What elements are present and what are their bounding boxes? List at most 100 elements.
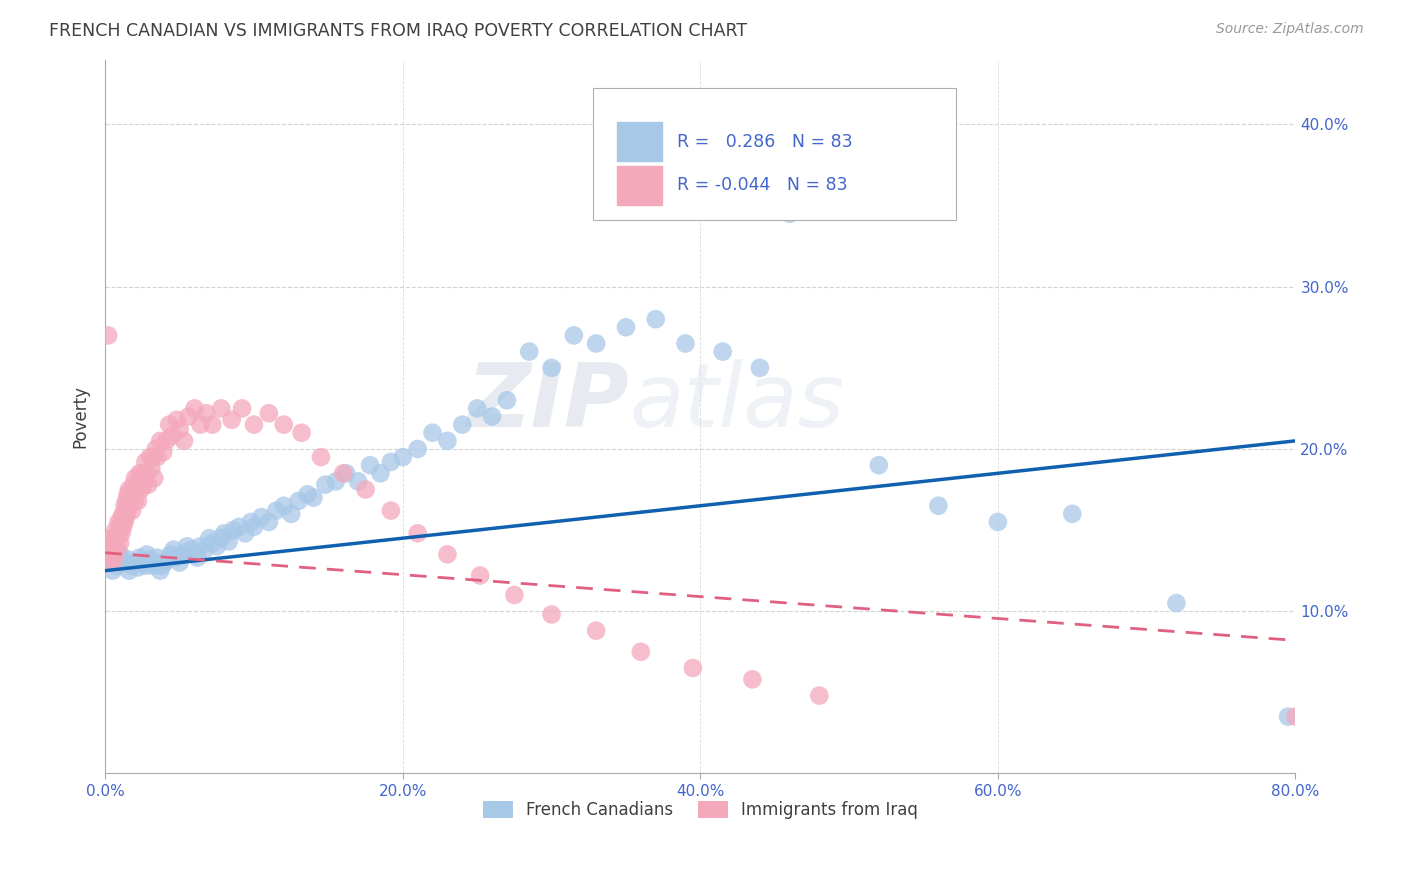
- Y-axis label: Poverty: Poverty: [72, 385, 89, 448]
- Point: [465, 401, 488, 416]
- Point: [779, 207, 801, 221]
- Point: [145, 556, 167, 570]
- Point: [127, 477, 149, 491]
- Point: [108, 520, 131, 534]
- Point: [585, 336, 607, 351]
- Point: [748, 360, 770, 375]
- Point: [117, 503, 139, 517]
- Point: [354, 483, 377, 497]
- Point: [335, 467, 357, 481]
- Point: [156, 552, 179, 566]
- Point: [503, 588, 526, 602]
- Point: [100, 531, 122, 545]
- Point: [143, 471, 166, 485]
- Point: [380, 503, 402, 517]
- Point: [145, 442, 167, 456]
- Point: [139, 450, 162, 464]
- Point: [868, 458, 890, 473]
- Bar: [617, 122, 662, 161]
- Point: [243, 417, 266, 432]
- Point: [1277, 709, 1299, 723]
- Point: [273, 417, 295, 432]
- Point: [314, 477, 336, 491]
- Point: [105, 531, 128, 545]
- Point: [173, 434, 195, 448]
- Point: [240, 515, 263, 529]
- Point: [114, 515, 136, 529]
- Point: [166, 413, 188, 427]
- Point: [190, 417, 212, 432]
- Point: [1284, 709, 1306, 723]
- Point: [150, 558, 173, 573]
- Point: [128, 550, 150, 565]
- Point: [186, 550, 208, 565]
- Point: [325, 475, 347, 489]
- Point: [108, 548, 131, 562]
- Point: [273, 499, 295, 513]
- Point: [183, 401, 205, 416]
- Text: ZIP: ZIP: [467, 359, 628, 446]
- Point: [132, 477, 155, 491]
- Point: [228, 520, 250, 534]
- Point: [231, 401, 253, 416]
- Point: [134, 455, 156, 469]
- Point: [332, 467, 354, 481]
- Point: [131, 556, 153, 570]
- Point: [105, 558, 128, 573]
- Point: [370, 467, 392, 481]
- Point: [122, 477, 145, 491]
- Point: [101, 542, 124, 557]
- Point: [110, 526, 132, 541]
- Point: [149, 564, 172, 578]
- Point: [195, 406, 218, 420]
- Point: [141, 461, 163, 475]
- Point: [614, 320, 637, 334]
- Bar: [617, 166, 662, 205]
- Point: [391, 450, 413, 464]
- Point: [517, 344, 540, 359]
- Point: [218, 534, 240, 549]
- Point: [808, 689, 831, 703]
- Point: [121, 558, 143, 573]
- Point: [117, 487, 139, 501]
- Point: [152, 445, 174, 459]
- Point: [562, 328, 585, 343]
- Point: [107, 515, 129, 529]
- Point: [644, 312, 666, 326]
- Text: R =   0.286   N = 83: R = 0.286 N = 83: [676, 133, 852, 151]
- Point: [146, 550, 169, 565]
- Point: [160, 429, 183, 443]
- Point: [585, 624, 607, 638]
- Point: [209, 401, 232, 416]
- Point: [124, 494, 146, 508]
- Point: [118, 483, 141, 497]
- Text: atlas: atlas: [628, 359, 844, 445]
- Point: [291, 425, 314, 440]
- Point: [169, 422, 191, 436]
- Point: [100, 556, 122, 570]
- Point: [120, 494, 142, 508]
- Point: [422, 425, 444, 440]
- Point: [406, 442, 429, 456]
- Point: [823, 199, 845, 213]
- Point: [201, 536, 224, 550]
- Point: [97, 548, 120, 562]
- Point: [177, 409, 200, 424]
- Point: [436, 548, 458, 562]
- Point: [309, 450, 332, 464]
- Text: Source: ZipAtlas.com: Source: ZipAtlas.com: [1216, 22, 1364, 37]
- Point: [222, 523, 245, 537]
- Point: [112, 520, 135, 534]
- Point: [221, 413, 243, 427]
- Point: [205, 539, 228, 553]
- Point: [118, 564, 141, 578]
- Text: R = -0.044   N = 83: R = -0.044 N = 83: [676, 177, 848, 194]
- Point: [134, 558, 156, 573]
- Point: [98, 539, 121, 553]
- Point: [135, 467, 157, 481]
- Point: [297, 487, 319, 501]
- Point: [107, 526, 129, 541]
- Point: [115, 494, 138, 508]
- Point: [287, 494, 309, 508]
- Point: [112, 507, 135, 521]
